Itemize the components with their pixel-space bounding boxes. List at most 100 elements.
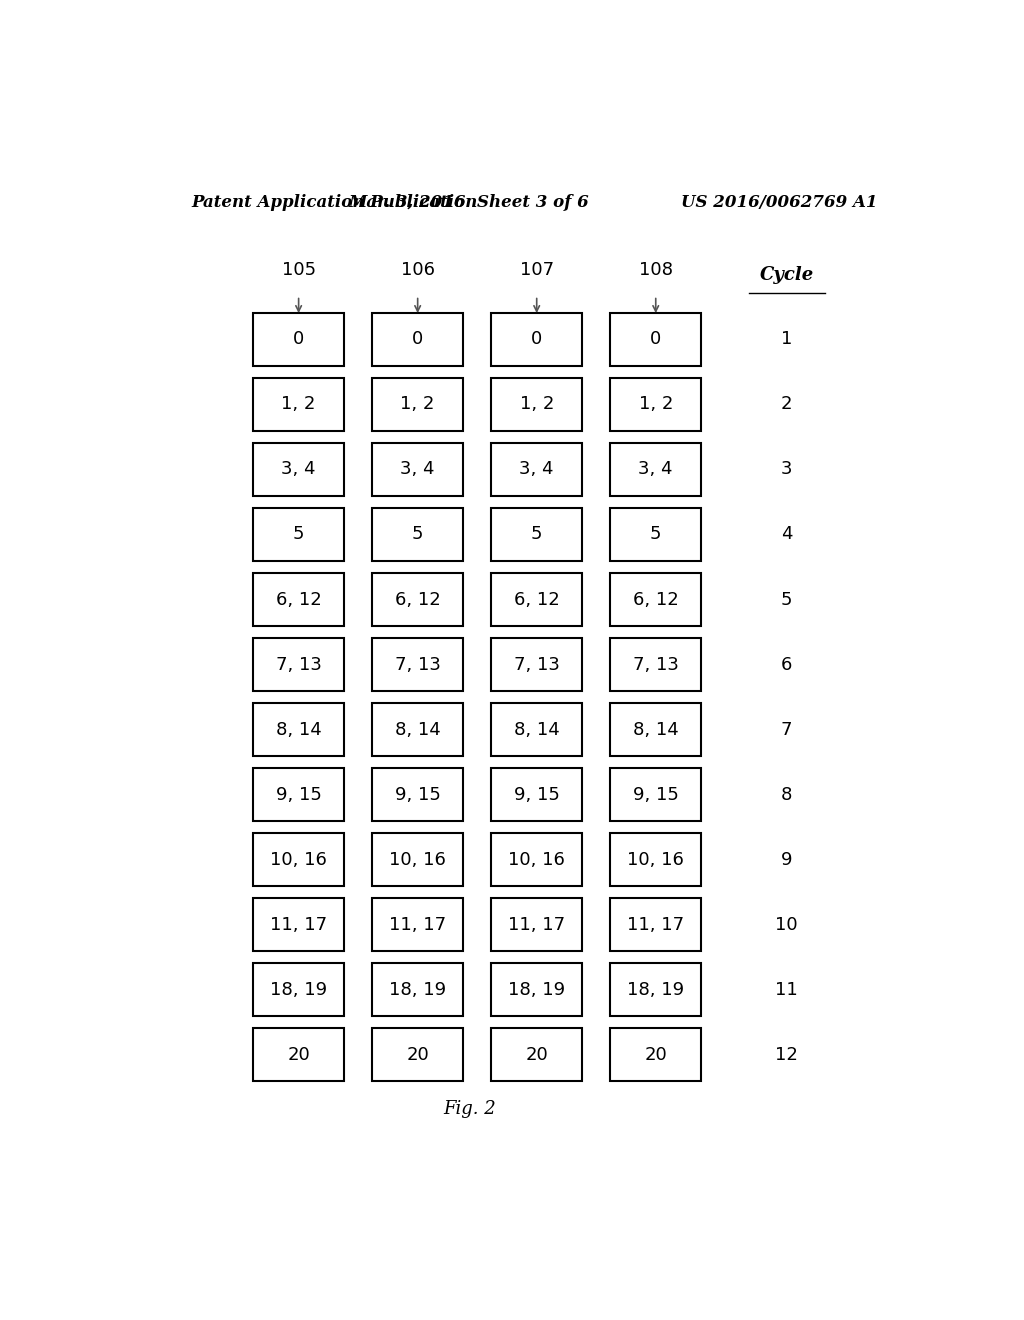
FancyBboxPatch shape [372,313,463,366]
Text: 11, 17: 11, 17 [508,916,565,933]
FancyBboxPatch shape [253,964,344,1016]
FancyBboxPatch shape [610,964,701,1016]
FancyBboxPatch shape [372,833,463,886]
Text: 0: 0 [293,330,304,348]
Text: 6, 12: 6, 12 [395,590,440,609]
Text: Mar. 3, 2016  Sheet 3 of 6: Mar. 3, 2016 Sheet 3 of 6 [349,194,590,211]
Text: 10, 16: 10, 16 [270,850,327,869]
FancyBboxPatch shape [492,638,583,690]
FancyBboxPatch shape [492,964,583,1016]
Text: 11, 17: 11, 17 [627,916,684,933]
FancyBboxPatch shape [253,508,344,561]
Text: Fig. 2: Fig. 2 [442,1100,496,1118]
Text: 1, 2: 1, 2 [519,396,554,413]
FancyBboxPatch shape [610,378,701,430]
Text: 3, 4: 3, 4 [282,461,315,478]
Text: 20: 20 [288,1045,310,1064]
Text: 20: 20 [525,1045,548,1064]
Text: 8, 14: 8, 14 [395,721,440,739]
Text: 10: 10 [775,916,798,933]
Text: 106: 106 [400,261,434,280]
FancyBboxPatch shape [372,573,463,626]
Text: 6: 6 [781,656,793,673]
Text: 1, 2: 1, 2 [400,396,435,413]
FancyBboxPatch shape [610,638,701,690]
Text: 8, 14: 8, 14 [275,721,322,739]
FancyBboxPatch shape [492,768,583,821]
FancyBboxPatch shape [610,768,701,821]
FancyBboxPatch shape [372,964,463,1016]
FancyBboxPatch shape [492,899,583,952]
Text: 20: 20 [407,1045,429,1064]
Text: 9: 9 [781,850,793,869]
Text: 7, 13: 7, 13 [275,656,322,673]
Text: 0: 0 [531,330,543,348]
FancyBboxPatch shape [610,313,701,366]
Text: 6, 12: 6, 12 [633,590,679,609]
Text: 0: 0 [412,330,423,348]
FancyBboxPatch shape [610,899,701,952]
Text: 5: 5 [531,525,543,544]
Text: 8, 14: 8, 14 [514,721,559,739]
Text: 18, 19: 18, 19 [270,981,328,999]
FancyBboxPatch shape [253,573,344,626]
Text: 8: 8 [781,785,793,804]
Text: 11: 11 [775,981,798,999]
Text: 12: 12 [775,1045,798,1064]
Text: 8, 14: 8, 14 [633,721,679,739]
FancyBboxPatch shape [492,704,583,756]
FancyBboxPatch shape [372,444,463,496]
Text: 7, 13: 7, 13 [514,656,560,673]
Text: 105: 105 [282,261,315,280]
Text: 18, 19: 18, 19 [508,981,565,999]
FancyBboxPatch shape [372,1028,463,1081]
Text: 1, 2: 1, 2 [282,396,315,413]
FancyBboxPatch shape [372,378,463,430]
Text: 3, 4: 3, 4 [400,461,435,478]
Text: 7, 13: 7, 13 [633,656,679,673]
FancyBboxPatch shape [492,508,583,561]
Text: 6, 12: 6, 12 [275,590,322,609]
Text: 9, 15: 9, 15 [633,785,679,804]
FancyBboxPatch shape [372,508,463,561]
Text: 20: 20 [644,1045,667,1064]
FancyBboxPatch shape [253,313,344,366]
FancyBboxPatch shape [372,899,463,952]
Text: 5: 5 [293,525,304,544]
FancyBboxPatch shape [610,444,701,496]
Text: Patent Application Publication: Patent Application Publication [191,194,478,211]
Text: 10, 16: 10, 16 [389,850,446,869]
Text: 10, 16: 10, 16 [628,850,684,869]
FancyBboxPatch shape [253,1028,344,1081]
FancyBboxPatch shape [610,508,701,561]
FancyBboxPatch shape [492,313,583,366]
FancyBboxPatch shape [253,378,344,430]
FancyBboxPatch shape [253,899,344,952]
Text: 0: 0 [650,330,662,348]
FancyBboxPatch shape [610,1028,701,1081]
Text: 3, 4: 3, 4 [639,461,673,478]
FancyBboxPatch shape [253,833,344,886]
Text: 1, 2: 1, 2 [639,396,673,413]
Text: 5: 5 [412,525,423,544]
FancyBboxPatch shape [372,768,463,821]
FancyBboxPatch shape [492,1028,583,1081]
Text: 7: 7 [781,721,793,739]
Text: US 2016/0062769 A1: US 2016/0062769 A1 [681,194,877,211]
Text: 9, 15: 9, 15 [394,785,440,804]
FancyBboxPatch shape [492,378,583,430]
FancyBboxPatch shape [253,444,344,496]
Text: 7, 13: 7, 13 [394,656,440,673]
FancyBboxPatch shape [253,768,344,821]
Text: 5: 5 [650,525,662,544]
FancyBboxPatch shape [492,833,583,886]
FancyBboxPatch shape [372,638,463,690]
Text: 9, 15: 9, 15 [275,785,322,804]
FancyBboxPatch shape [492,573,583,626]
FancyBboxPatch shape [253,704,344,756]
Text: 9, 15: 9, 15 [514,785,560,804]
FancyBboxPatch shape [492,444,583,496]
Text: 6, 12: 6, 12 [514,590,559,609]
FancyBboxPatch shape [372,704,463,756]
FancyBboxPatch shape [610,833,701,886]
